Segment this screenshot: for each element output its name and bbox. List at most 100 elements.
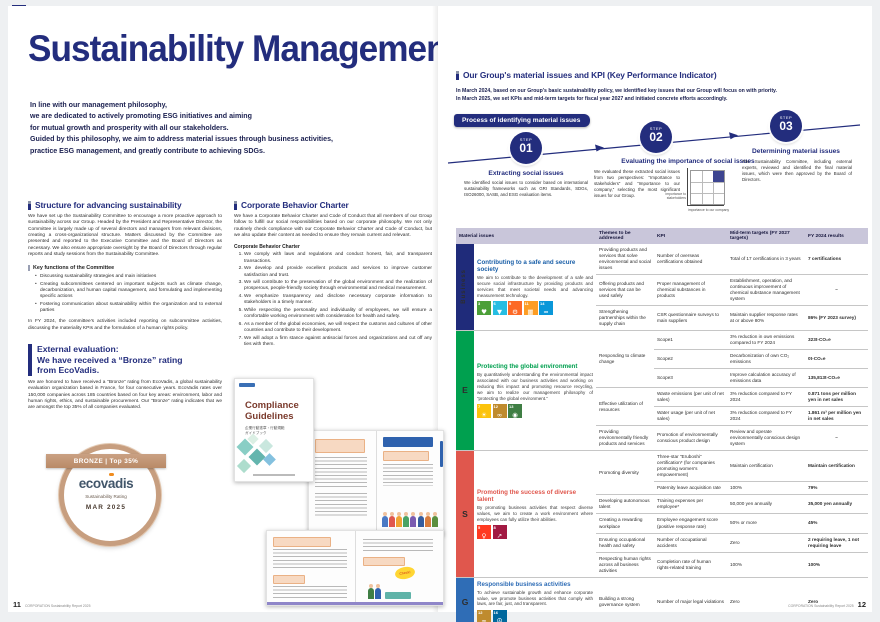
matrix-x-axis — [687, 205, 724, 206]
kpi-cell: Proper management of chemical substances… — [654, 274, 728, 307]
badge-date: MAR 2025 — [85, 504, 127, 511]
theme-cell: Strengthening partnerships within the su… — [596, 305, 655, 332]
charter-body: We have a Corporate Behavior Charter and… — [234, 214, 432, 238]
col-header: Material issues — [456, 228, 597, 244]
target-cell: Review and operate environmentally consc… — [727, 425, 806, 452]
issue-desc: We aim to contribute to the development … — [477, 275, 594, 298]
theme-cell: Promoting diversity — [596, 450, 655, 496]
page-number: 12 — [857, 600, 866, 609]
col-header: FY 2024 results — [805, 228, 869, 244]
kpi-cell: CSR questionnaire surveys to main suppli… — [654, 305, 728, 332]
issue-title: Protecting the global environment — [477, 363, 578, 371]
step-3-circle: STEP 03 — [770, 110, 802, 142]
target-cell: Zero — [727, 577, 806, 622]
theme-cell: Responding to climate change — [596, 330, 655, 389]
col-header: Themes to be addressed — [596, 228, 655, 244]
sdg-icon-14-life-below-water: 14 ≈ — [539, 301, 553, 316]
table-header-row: Material issues Themes to be addressed K… — [456, 228, 869, 244]
step-3-body: The Sustainability Committee, including … — [742, 159, 852, 182]
structure-heading: Structure for advancing sustainability — [28, 200, 222, 210]
step-1-title: Extracting social issues — [488, 170, 564, 177]
sdg-icon-16-peace-justice-and-strong-institutions: 16 ☮ — [492, 610, 507, 622]
sdg-icon-7-affordable-and-clean-energy: 7 ☀ — [477, 404, 491, 419]
step-2-title: Evaluating the importance of social issu… — [621, 158, 755, 165]
sdg-icon-6-clean-water-and-sanitation: 6 ▼ — [492, 301, 507, 316]
kpi-cell: Training expenses per employee* — [654, 494, 728, 515]
result-cell: 45% — [805, 513, 869, 534]
guidelines-spread-2: Check! — [266, 530, 444, 606]
kpi-cell: Three-star “Eruboshi” certification* (fo… — [654, 450, 728, 483]
issue-desc: By quantitatively understanding the envi… — [477, 372, 594, 401]
page-title: Sustainability Management — [28, 28, 458, 69]
intro-line: practice ESG management, and greatly con… — [30, 146, 265, 155]
list-item: Discussing sustainability strategies and… — [35, 274, 222, 281]
sdg-icon-13-climate-action: 13 ◉ — [508, 404, 522, 419]
sdg-icon-9-industry-innovation-and-infrastructure: 9 ⚙ — [508, 301, 522, 316]
ecovadis-badge: BRONZE | Top 35% ecovadis Sustainability… — [46, 436, 166, 546]
footer-left: 11 CORPORATION Sustainability Report 202… — [13, 600, 90, 609]
kpi-cell: Promotion of environmentally conscious p… — [654, 425, 728, 452]
charter-list-heading: Corporate Behavior Charter — [234, 244, 300, 251]
theme-cell: Effective utilization of resources — [596, 387, 655, 427]
target-cell: 3% reduction compared to FY 2024 — [727, 406, 806, 427]
heading-bar-icon — [456, 70, 459, 80]
list-item: We emphasize transparency and disclose n… — [244, 294, 432, 306]
step-2-circle: STEP 02 — [640, 121, 672, 153]
result-cell: 35,000 yen annually — [805, 494, 869, 515]
importance-matrix — [690, 170, 725, 205]
booklet-title: Compliance Guidelines — [245, 400, 299, 422]
structure-section: Structure for advancing sustainability W… — [28, 200, 222, 412]
result-cell: 100% — [805, 552, 869, 578]
target-cell: Total of 17 certifications in 3 years — [727, 244, 806, 276]
ecovadis-logo: ecovadis — [46, 473, 166, 491]
issue-title: Contributing to a safe and secure societ… — [477, 258, 576, 273]
kpi-cell: Number of occupational accidents — [654, 533, 728, 553]
result-cell: 323t-CO₂e — [805, 330, 869, 351]
kpi-cell: Completion rate of human rights-related … — [654, 552, 728, 578]
result-cell: 0.871 tons per million yen in net sales — [805, 387, 869, 408]
heading-bar-icon — [234, 200, 237, 210]
page-right: Our Group's material issues and KPI (Key… — [438, 6, 872, 622]
sdg-icon-5-gender-equality: 5 ♀ — [477, 525, 491, 540]
list-item: Creating subcommittees centered on impor… — [35, 282, 222, 301]
footer-text: CORPORATION Sustainability Report 2025 — [788, 604, 854, 608]
table-row: G Responsible business activities To ach… — [456, 577, 869, 622]
target-cell: 50% or more — [727, 513, 806, 534]
theme-cell: Ensuring occupational health and safety — [596, 533, 655, 553]
table-row: Providing environmentally friendly produ… — [456, 425, 869, 452]
table-row: Scope2 Decarbonization of own CO₂ emissi… — [456, 349, 869, 370]
list-item: We comply with laws and regulations and … — [244, 252, 432, 264]
intro-paragraph: In line with our management philosophy, … — [30, 100, 333, 157]
intro-line: for mutual growth and prosperity with al… — [30, 123, 229, 132]
target-cell: 100% — [727, 481, 806, 496]
footer-text: CORPORATION Sustainability Report 2025 — [24, 604, 91, 608]
table-row: Water usage (per unit of net sales) 3% r… — [456, 406, 869, 427]
col-header: Mid-term targets (FY 2027 targets) — [727, 228, 806, 244]
kpi-cell: Scope2 — [654, 349, 728, 370]
step-1-circle: STEP 01 — [510, 132, 542, 164]
sdg-icons: 7 ☀ 12 ∞ 13 ◉ — [477, 404, 593, 419]
people-illustration — [367, 581, 381, 599]
ecovadis-accent-icon — [109, 473, 114, 476]
kpi-cell: Scope3 — [654, 368, 728, 389]
matrix-y-axis — [687, 168, 688, 205]
result-cell: 2 requiring leave, 1 not requiring leave — [805, 533, 869, 553]
list-item: We will adopt a firm stance against anti… — [244, 336, 432, 348]
result-cell: Maintain certification — [805, 450, 869, 483]
table-row: E Protecting the global environment By q… — [456, 330, 869, 452]
kpi-cell: Number of overseas certifications obtain… — [654, 244, 728, 276]
table-row: Paternity leave acquisition rate 100% 79… — [456, 481, 869, 496]
kpi-cell: Paternity leave acquisition rate — [654, 481, 728, 496]
matrix-x-label: importance to our company — [688, 208, 730, 212]
page-number: 11 — [13, 600, 21, 609]
result-cell: 7 certifications — [805, 244, 869, 276]
material-issue-cell: Responsible business activities To achie… — [474, 577, 597, 622]
issue-title: Responsible business activities — [477, 580, 571, 588]
issue-desc: To achieve sustainable growth and enhanc… — [477, 589, 594, 607]
kpi-cell: Waste emissions (per unit of net sales) — [654, 387, 728, 408]
sdg-icons: 3 ♥ 6 ▼ 9 ⚙ 11 ▦ 14 ≈ — [477, 301, 593, 316]
section-environment: E Protecting the global environment By q… — [456, 330, 869, 452]
key-functions-list: Discussing sustainability strategies and… — [35, 274, 222, 314]
theme-cell: Developing autonomous talent — [596, 494, 655, 515]
